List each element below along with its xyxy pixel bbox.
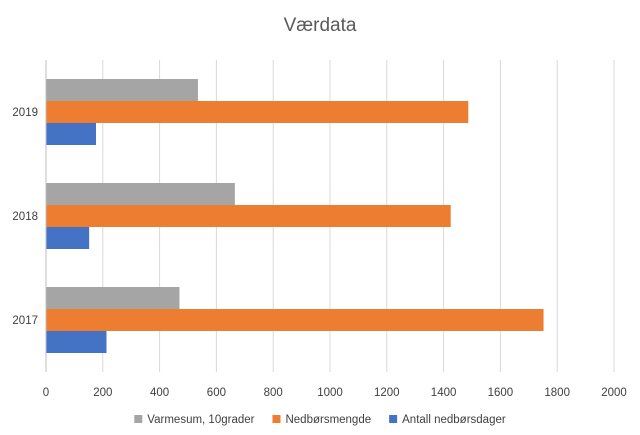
x-tick-label: 1600 <box>488 387 514 399</box>
bar <box>46 331 107 353</box>
x-tick-label: 800 <box>264 387 283 399</box>
bar <box>46 309 544 331</box>
x-tick-label: 1400 <box>431 387 457 399</box>
axes: 0 200 400 600 800 1000 1200 1400 1600 1800 2000 201… <box>12 60 627 399</box>
legend-swatch <box>272 415 281 423</box>
bar <box>46 227 90 249</box>
bar <box>46 101 469 123</box>
legend-label: Varmesum, 10grader <box>147 414 254 426</box>
x-tick-label: 400 <box>150 387 169 399</box>
legend-label: Antall nedbørsdager <box>402 414 506 426</box>
chart-title: Værdata <box>284 15 357 36</box>
x-tick-label: 600 <box>207 387 226 399</box>
legend-swatch <box>134 415 143 423</box>
y-tick-label: 2019 <box>12 107 38 119</box>
x-tick-label: 1800 <box>544 387 570 399</box>
bar <box>46 79 198 101</box>
legend-swatch <box>389 415 398 423</box>
legend-label: Nedbørsmengde <box>285 414 371 426</box>
x-tick-label: 1000 <box>317 387 343 399</box>
y-tick-label: 2018 <box>12 211 38 223</box>
bars <box>46 79 544 353</box>
y-tick-label: 2017 <box>12 315 38 327</box>
bar <box>46 183 235 205</box>
bar <box>46 205 451 227</box>
bar <box>46 287 180 309</box>
x-tick-label: 2000 <box>601 387 627 399</box>
bar <box>46 123 96 145</box>
legend: Varmesum, 10grader Nedbørsmengde Antall ne… <box>134 414 506 426</box>
x-tick-label: 0 <box>43 387 49 399</box>
x-tick-label: 200 <box>93 387 112 399</box>
x-tick-label: 1200 <box>374 387 400 399</box>
